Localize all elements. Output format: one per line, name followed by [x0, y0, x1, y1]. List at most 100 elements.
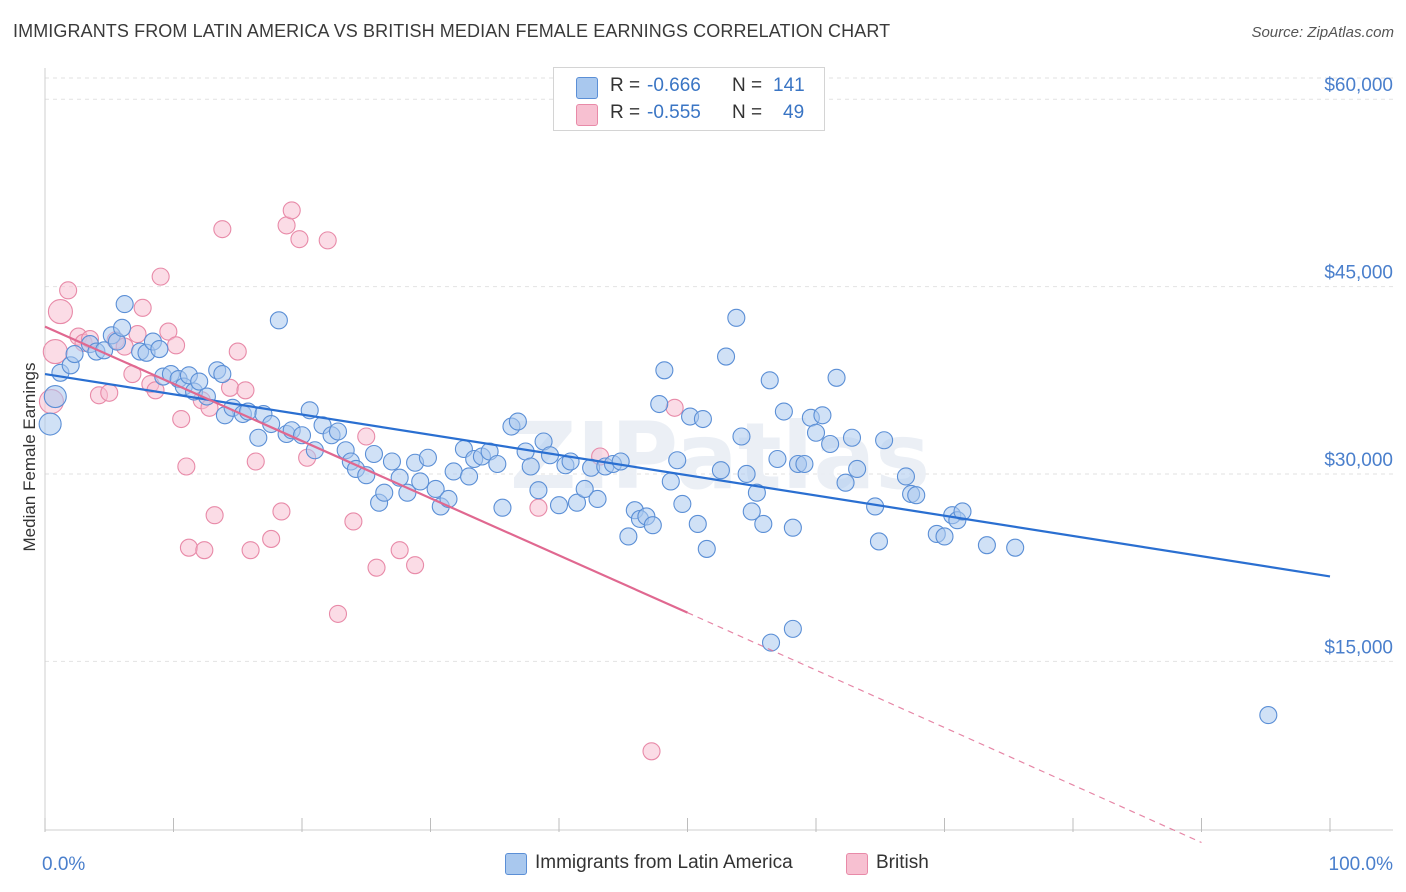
british-point [100, 383, 119, 402]
latin-america-point [113, 318, 132, 337]
british-point [128, 325, 147, 344]
british-point [246, 452, 265, 471]
latin-america-point [328, 422, 348, 441]
latin-america-point [655, 361, 674, 380]
latin-america-point [190, 372, 209, 391]
latin-america-point [673, 494, 692, 514]
latin-america-point [806, 423, 826, 442]
british-point [290, 230, 309, 249]
british-point [195, 541, 214, 560]
source-label: Source: ZipAtlas.com [1251, 24, 1394, 41]
latin-america-point [896, 467, 916, 486]
british-point [205, 506, 224, 525]
latin-america-point [619, 527, 638, 546]
latin-america-point [1259, 706, 1278, 725]
x-tick-labels: 0.0% 100.0% [42, 854, 1393, 875]
latin-america-point [418, 448, 437, 467]
axes [44, 68, 1393, 832]
british-point [228, 342, 247, 361]
legend-r-value: -0.555 [647, 102, 701, 123]
british-point [172, 409, 191, 429]
latin-america-point [375, 483, 394, 502]
latin-america-point [754, 514, 773, 534]
legend-n-label: N = [732, 102, 763, 123]
latin-america-point [444, 462, 463, 481]
british-point [277, 216, 296, 235]
latin-america-point [842, 428, 862, 447]
latin-america-point [760, 371, 779, 390]
british-point [59, 281, 78, 300]
british-point [179, 538, 198, 557]
british-point [262, 529, 281, 548]
latin-america-point [529, 481, 548, 500]
british-point [236, 381, 255, 400]
latin-america-point [488, 454, 507, 474]
latin-america-point [661, 472, 680, 491]
latin-america-point [783, 619, 802, 638]
british-point [390, 541, 409, 560]
latin-america-point [688, 514, 707, 534]
latin-america-point [875, 431, 894, 450]
correlation-legend: R = -0.666 N = 141 R = -0.555 N = 49 [553, 67, 825, 131]
latin-america-point [643, 516, 662, 535]
latin-america-point [907, 486, 926, 505]
latin-america-point [150, 340, 169, 359]
latin-america-point [521, 457, 540, 476]
latin-america-point [869, 532, 889, 551]
latin-america-point [426, 479, 445, 499]
british-trend-extension [687, 612, 1202, 844]
british-point [241, 541, 260, 560]
series-british-points [38, 201, 684, 761]
y-tick-label: $60,000 [1324, 75, 1393, 96]
legend-n-value: 141 [773, 75, 805, 96]
british-point [272, 502, 291, 521]
grid-lines [45, 77, 1393, 662]
latin-america-point [668, 451, 687, 470]
latin-america-point [249, 428, 268, 447]
trend-lines [44, 325, 1331, 844]
british-point [642, 742, 661, 761]
bottom-legend-label: Immigrants from Latin America [535, 852, 793, 873]
legend-n-label: N = [732, 75, 763, 96]
latin-america-point [567, 493, 587, 512]
latin-america-point [575, 479, 594, 499]
latin-america-point [711, 461, 730, 480]
latin-america-point [269, 311, 288, 330]
latin-america-point [827, 368, 846, 387]
latin-america-point [836, 473, 855, 492]
british-point [318, 231, 337, 250]
latin-america-point [747, 483, 766, 502]
british-point [328, 604, 348, 623]
latin-america-point [493, 498, 512, 517]
bottom-legend-label: British [876, 852, 929, 873]
british-point [282, 201, 301, 220]
latin-america-point [213, 364, 232, 384]
british-point [367, 558, 386, 577]
latin-america-point [65, 345, 84, 364]
latin-america-point [697, 539, 716, 558]
latin-america-point [848, 459, 867, 479]
y-tick-label: $30,000 [1324, 450, 1393, 471]
latin-america-point [727, 308, 746, 327]
legend-n-value: 49 [783, 102, 805, 123]
x-tick-label-max: 100.0% [1329, 854, 1394, 875]
legend-r-label: R = [610, 75, 641, 96]
latin-america-point [795, 454, 814, 474]
latin-america-point [439, 489, 458, 509]
british-point [167, 336, 186, 355]
legend-swatch-blue [576, 77, 598, 99]
latin-america-point [783, 518, 802, 537]
bottom-legend-swatch-blue [505, 853, 527, 875]
latin-america-point [411, 472, 430, 491]
latin-america-point [382, 452, 402, 471]
latin-america-point [761, 633, 781, 652]
latin-america-point [977, 536, 996, 555]
legend-r-label: R = [610, 102, 641, 123]
latin-america-point [693, 409, 712, 429]
y-tick-label: $15,000 [1324, 637, 1393, 658]
british-point [344, 512, 363, 531]
latin-america-point [737, 464, 756, 484]
british-point [151, 267, 170, 286]
x-tick-label-min: 0.0% [42, 854, 85, 875]
